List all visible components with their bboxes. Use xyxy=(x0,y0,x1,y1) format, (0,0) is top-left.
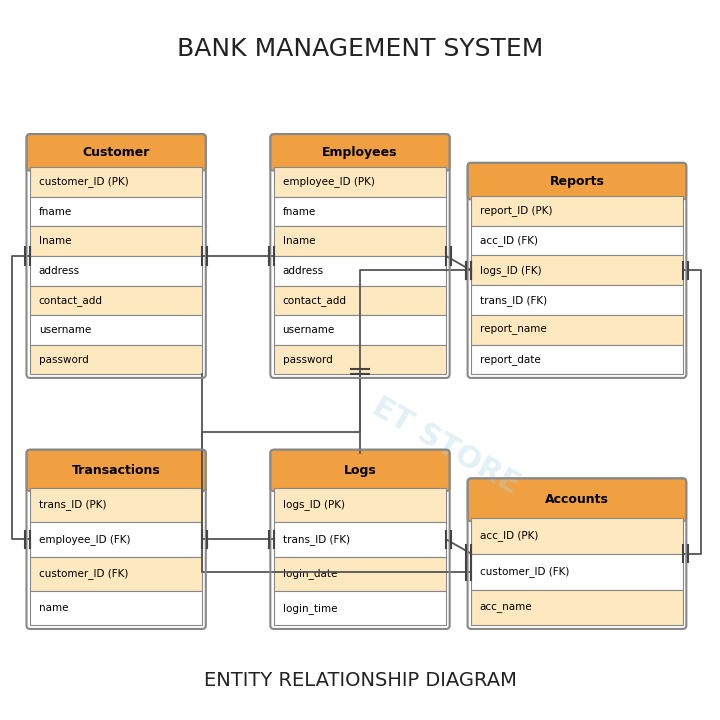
Bar xyxy=(30,522,202,557)
Bar xyxy=(30,315,202,345)
Bar xyxy=(274,226,446,256)
Bar xyxy=(471,590,683,626)
Text: report_name: report_name xyxy=(480,325,546,335)
Text: employee_ID (FK): employee_ID (FK) xyxy=(39,534,130,545)
FancyBboxPatch shape xyxy=(27,450,206,491)
Bar xyxy=(30,345,202,374)
Text: lname: lname xyxy=(39,236,71,246)
Text: name: name xyxy=(39,603,68,613)
Text: trans_ID (FK): trans_ID (FK) xyxy=(282,534,350,545)
Bar xyxy=(30,226,202,256)
Text: report_ID (PK): report_ID (PK) xyxy=(480,205,552,217)
Text: Transactions: Transactions xyxy=(72,464,161,477)
Text: logs_ID (FK): logs_ID (FK) xyxy=(480,265,541,276)
Text: logs_ID (PK): logs_ID (PK) xyxy=(282,500,345,510)
Text: ENTITY RELATIONSHIP DIAGRAM: ENTITY RELATIONSHIP DIAGRAM xyxy=(204,671,516,690)
Text: fname: fname xyxy=(39,207,72,217)
Text: password: password xyxy=(39,354,89,364)
Bar xyxy=(274,345,446,374)
Text: Logs: Logs xyxy=(343,464,377,477)
Text: login_time: login_time xyxy=(282,603,337,613)
Bar xyxy=(471,554,683,590)
Text: Employees: Employees xyxy=(323,146,397,159)
Bar xyxy=(274,256,446,286)
Text: Accounts: Accounts xyxy=(545,493,609,506)
Text: trans_ID (PK): trans_ID (PK) xyxy=(39,500,106,510)
Bar xyxy=(274,487,446,522)
Text: acc_name: acc_name xyxy=(480,603,532,613)
Bar xyxy=(274,286,446,315)
Text: username: username xyxy=(39,325,91,335)
Text: address: address xyxy=(282,266,324,276)
Bar xyxy=(30,286,202,315)
FancyBboxPatch shape xyxy=(467,478,686,521)
Text: acc_ID (FK): acc_ID (FK) xyxy=(480,235,538,246)
Bar xyxy=(274,167,446,197)
Bar xyxy=(471,226,683,256)
Text: customer_ID (FK): customer_ID (FK) xyxy=(39,568,128,579)
Bar xyxy=(274,197,446,226)
Bar xyxy=(30,557,202,591)
Bar xyxy=(30,167,202,197)
FancyBboxPatch shape xyxy=(27,134,206,171)
Text: fname: fname xyxy=(282,207,316,217)
Text: trans_ID (FK): trans_ID (FK) xyxy=(480,294,547,305)
FancyBboxPatch shape xyxy=(467,163,686,199)
Text: Customer: Customer xyxy=(83,146,150,159)
Text: employee_ID (PK): employee_ID (PK) xyxy=(282,176,374,187)
Text: password: password xyxy=(282,354,333,364)
Bar xyxy=(471,256,683,285)
Bar xyxy=(30,591,202,626)
FancyBboxPatch shape xyxy=(270,134,450,171)
Bar xyxy=(274,557,446,591)
Bar xyxy=(30,256,202,286)
Bar xyxy=(471,315,683,345)
Bar xyxy=(30,487,202,522)
Text: login_date: login_date xyxy=(282,568,337,579)
Text: contact_add: contact_add xyxy=(39,295,103,306)
Text: ET STORE: ET STORE xyxy=(367,392,525,500)
Bar xyxy=(30,197,202,226)
Bar xyxy=(274,315,446,345)
Bar xyxy=(471,285,683,315)
Text: lname: lname xyxy=(282,236,315,246)
Text: Reports: Reports xyxy=(549,175,604,188)
Text: acc_ID (PK): acc_ID (PK) xyxy=(480,530,538,541)
Text: BANK MANAGEMENT SYSTEM: BANK MANAGEMENT SYSTEM xyxy=(177,37,543,61)
Bar xyxy=(471,196,683,226)
Bar xyxy=(471,518,683,554)
Text: report_date: report_date xyxy=(480,354,541,365)
Text: address: address xyxy=(39,266,80,276)
Bar xyxy=(471,345,683,374)
Bar xyxy=(274,522,446,557)
Text: customer_ID (FK): customer_ID (FK) xyxy=(480,566,569,577)
Bar xyxy=(274,591,446,626)
Text: username: username xyxy=(282,325,335,335)
Text: contact_add: contact_add xyxy=(282,295,346,306)
FancyBboxPatch shape xyxy=(270,450,450,491)
Text: customer_ID (PK): customer_ID (PK) xyxy=(39,176,128,187)
